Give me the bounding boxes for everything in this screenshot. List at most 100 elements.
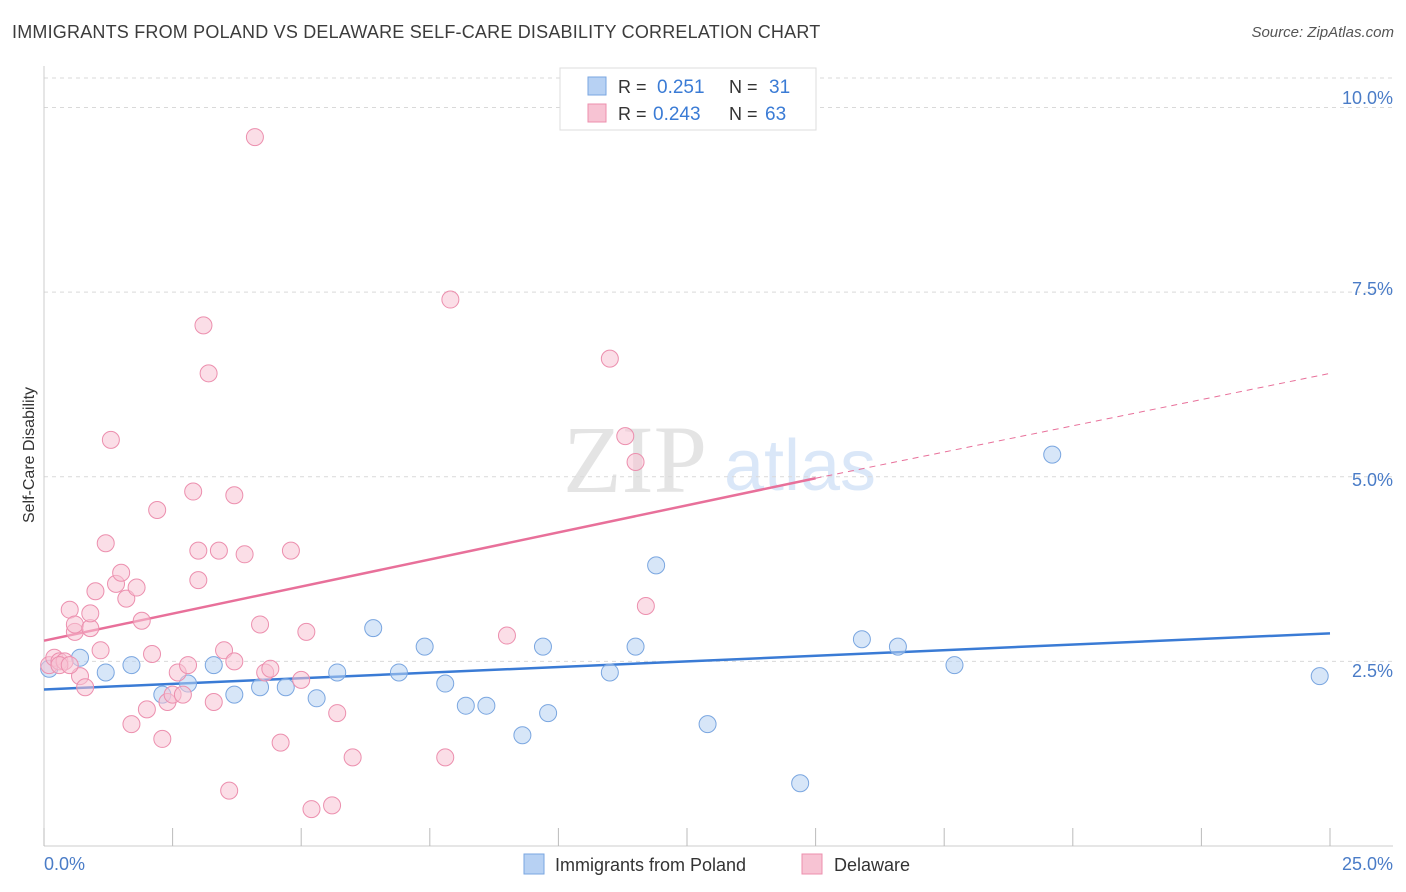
y-tick-label-10.0: 10.0%: [1342, 88, 1393, 108]
legend-n-value-blue: 31: [769, 77, 790, 98]
data-point-pink: [86, 582, 105, 601]
data-point-pink: [65, 615, 84, 634]
grid-layer: [44, 77, 1393, 662]
bottom-legend-swatch-blue: [523, 853, 545, 875]
data-point-pink: [225, 486, 244, 505]
data-point-pink: [626, 453, 645, 471]
data-point-pink: [616, 427, 635, 446]
y-tick-label-2.5: 2.5%: [1352, 661, 1393, 681]
data-point-blue: [888, 637, 907, 656]
data-point-pink: [235, 545, 254, 564]
data-point-pink: [204, 693, 223, 711]
data-point-pink: [143, 645, 162, 663]
data-point-pink: [328, 704, 347, 723]
data-point-pink: [281, 541, 300, 560]
axis-layer: [43, 66, 1393, 847]
data-point-blue: [626, 637, 645, 656]
data-point-blue: [415, 637, 434, 656]
data-point-blue: [436, 674, 455, 693]
trend-line-pink: [43, 477, 816, 642]
data-point-blue: [791, 774, 810, 793]
data-point-blue: [539, 704, 558, 723]
data-point-blue: [533, 637, 552, 656]
data-point-pink: [245, 128, 264, 147]
data-point-pink: [137, 700, 156, 719]
data-point-pink: [323, 796, 342, 815]
legend-r-label-blue: R =: [618, 77, 647, 97]
x-tick-label-min: 0.0%: [44, 854, 85, 874]
data-point-pink: [189, 571, 208, 590]
legend-swatch-blue: [587, 76, 607, 96]
y-axis-label: Self-Care Disability: [21, 387, 38, 523]
data-point-pink: [184, 482, 203, 501]
data-point-pink: [251, 615, 270, 634]
top-legend: R = 0.251 N = 31 R = 0.243 N = 63: [559, 67, 817, 131]
data-point-pink: [600, 349, 619, 368]
chart-title: IMMIGRANTS FROM POLAND VS DELAWARE SELF-…: [12, 22, 821, 42]
data-point-blue: [477, 696, 496, 715]
data-point-pink: [122, 715, 141, 734]
data-point-pink: [96, 534, 115, 553]
data-point-blue: [122, 656, 141, 675]
data-point-pink: [91, 641, 110, 660]
data-point-pink: [292, 670, 311, 689]
data-point-pink: [81, 604, 100, 623]
y-tick-label-7.5: 7.5%: [1352, 279, 1393, 299]
data-point-blue: [513, 726, 532, 745]
data-point-pink: [220, 781, 239, 800]
data-point-pink: [261, 659, 280, 678]
data-point-blue: [1310, 667, 1329, 686]
data-point-pink: [225, 652, 244, 671]
data-point-pink: [441, 290, 460, 309]
y-tick-label-5.0: 5.0%: [1352, 470, 1393, 490]
legend-r-value-pink: 0.243: [653, 104, 701, 125]
x-tick-label-max: 25.0%: [1342, 854, 1393, 874]
data-point-blue: [276, 678, 295, 697]
data-point-pink: [199, 364, 218, 383]
legend-swatch-pink: [587, 103, 607, 123]
data-point-blue: [456, 696, 475, 715]
data-point-pink: [497, 626, 516, 645]
trend-line-extension-pink: [815, 372, 1331, 479]
data-point-blue: [204, 656, 223, 675]
chart-source: Source: ZipAtlas.com: [1251, 24, 1394, 41]
legend-n-label-pink: N =: [729, 104, 758, 124]
data-point-blue: [1043, 445, 1062, 464]
data-point-blue: [389, 663, 408, 682]
data-point-pink: [302, 800, 321, 819]
data-point-pink: [271, 733, 290, 752]
data-point-pink: [194, 316, 213, 335]
data-point-pink: [179, 656, 198, 675]
data-point-blue: [698, 715, 717, 734]
data-point-pink: [636, 597, 655, 615]
legend-r-value-blue: 0.251: [657, 77, 705, 98]
data-point-pink: [76, 678, 95, 697]
data-point-pink: [215, 641, 234, 660]
legend-n-label-blue: N =: [729, 77, 758, 97]
legend-r-label-pink: R =: [618, 104, 647, 124]
bottom-legend-swatch-pink: [801, 853, 823, 875]
data-point-pink: [132, 611, 151, 630]
data-point-blue: [600, 663, 619, 682]
points-layer: [40, 128, 1329, 819]
data-point-pink: [127, 578, 146, 597]
data-point-blue: [328, 663, 347, 682]
data-point-pink: [60, 656, 79, 675]
bottom-legend: Immigrants from Poland Delaware: [523, 853, 910, 875]
data-point-blue: [852, 630, 871, 649]
data-point-blue: [96, 663, 115, 682]
data-point-pink: [209, 541, 228, 560]
bottom-legend-label-blue: Immigrants from Poland: [555, 855, 746, 875]
data-point-pink: [153, 729, 172, 748]
data-point-pink: [101, 430, 120, 449]
data-point-pink: [117, 589, 136, 608]
data-point-pink: [343, 748, 362, 767]
data-point-pink: [112, 563, 131, 582]
data-point-blue: [364, 619, 383, 638]
data-point-pink: [189, 541, 208, 560]
legend-n-value-pink: 63: [765, 104, 786, 125]
data-point-pink: [436, 748, 455, 767]
data-point-pink: [297, 622, 316, 641]
